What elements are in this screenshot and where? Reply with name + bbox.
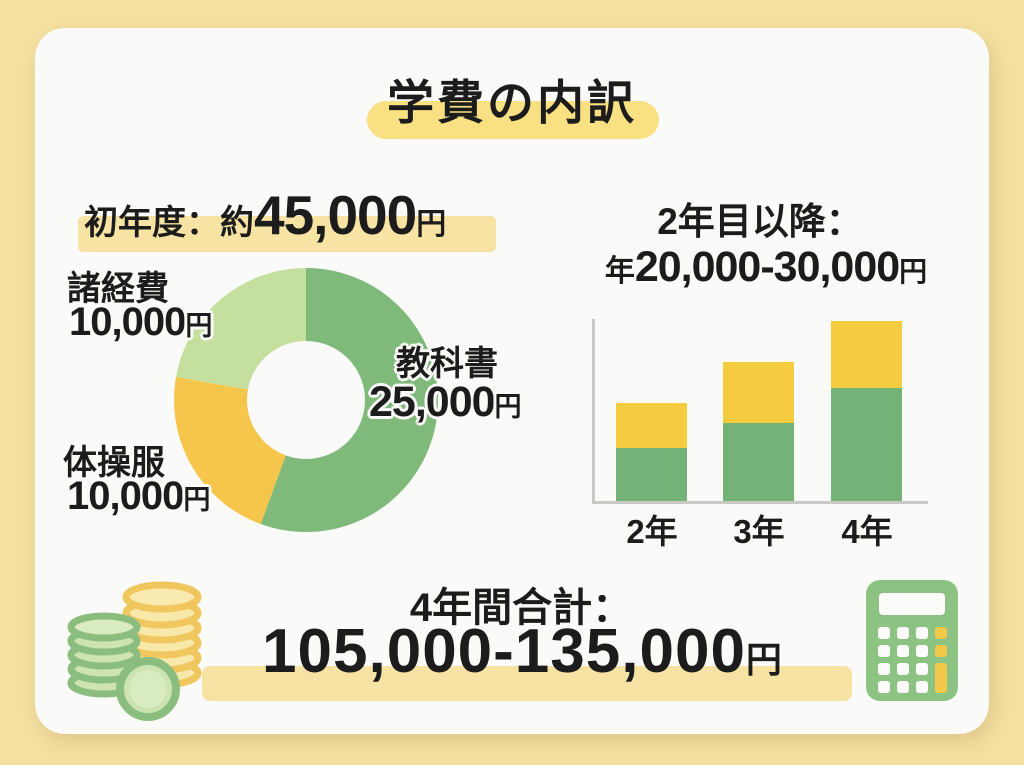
bar-year3 [723,320,794,501]
bar-year4-green-segment [831,388,902,501]
bar-year4-yellow-segment [831,321,902,388]
x-axis [592,501,928,504]
donut-value-misc: 10,000 円 [69,300,212,345]
later-years-amount-unit: 円 [899,256,928,287]
donut-value-gym-unit: 円 [183,485,211,515]
total-heading: 4年間合計： [409,586,633,630]
bar-year4 [831,320,902,501]
total-amount-unit: 円 [745,639,782,680]
donut-value-misc-unit: 円 [185,311,213,341]
first-year-heading: 初年度：約 45,000 円 [84,183,446,247]
later-years-heading: 2年目以降： [657,201,863,242]
donut-label-textbook: 教科書 [396,345,498,383]
y-axis [592,319,595,504]
later-years-amount: 年 20,000-30,000 円 [548,243,984,292]
bar-year3-green-segment [723,423,794,501]
first-year-prefix: 初年度：約 [84,204,254,242]
donut-value-gym: 10,000 円 [67,474,210,519]
first-year-amount: 45,000 [254,184,417,246]
coins-icon [67,581,202,721]
donut-value-gym-number: 10,000 [67,474,184,518]
later-years-amount-prefix: 年 [604,255,635,288]
bar-year2-green-segment [616,448,687,501]
bar-label-year2: 2年 [626,513,678,550]
page-title: 学費の内訳 [387,76,637,129]
first-year-unit: 円 [416,208,447,241]
donut-value-textbook: 25,000 円 [369,378,522,427]
total-amount-number: 105,000-135,000 [262,617,746,686]
donut-chart [174,268,438,532]
donut-value-textbook-unit: 円 [494,392,522,422]
calculator-icon [866,580,958,701]
bar-year2 [616,320,687,501]
bar-label-year4: 4年 [841,513,893,550]
bar-year3-yellow-segment [723,362,794,423]
donut-label-misc: 諸経費 [67,270,169,308]
bar-label-year3: 3年 [733,513,785,550]
donut-label-gym: 体操服 [63,444,165,482]
donut-value-textbook-number: 25,000 [369,378,496,426]
later-years-amount-number: 20,000-30,000 [634,243,900,291]
total-highlight [202,666,852,701]
total-amount: 105,000-135,000 円 [107,616,937,687]
title-highlight [367,101,659,139]
donut-value-misc-number: 10,000 [69,300,186,344]
first-year-highlight [78,216,496,252]
bar-year2-yellow-segment [616,403,687,448]
